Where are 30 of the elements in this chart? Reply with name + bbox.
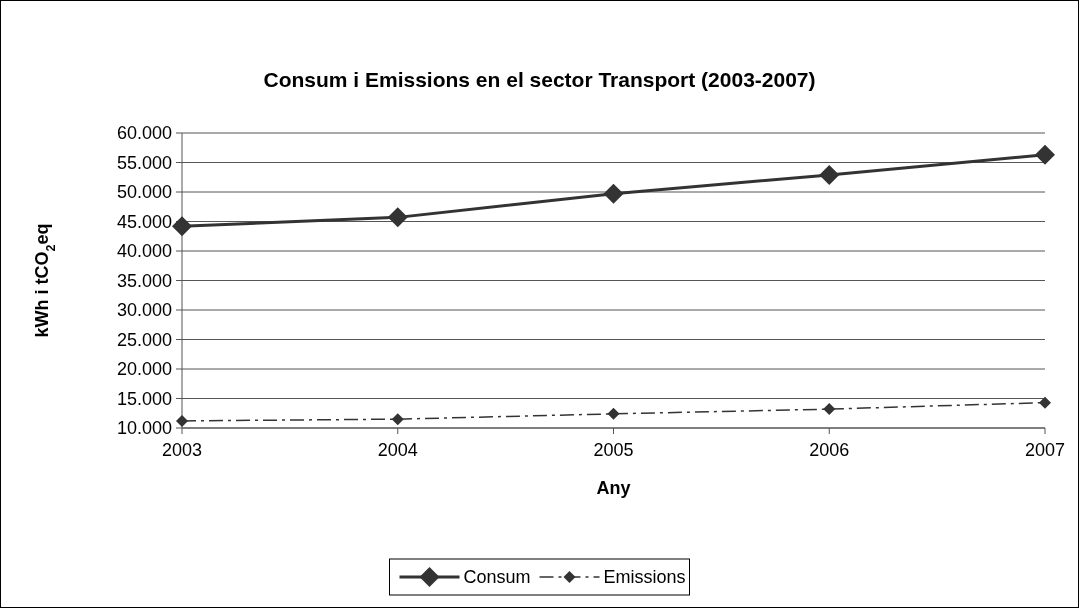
y-tick-label: 40.000 — [116, 241, 172, 262]
x-tick-label: 2007 — [1024, 440, 1066, 460]
point — [1035, 144, 1055, 165]
point — [172, 216, 192, 237]
point — [391, 413, 404, 426]
legend-label: Emissions — [603, 567, 686, 588]
point — [387, 207, 408, 228]
x-tick-label: 2006 — [809, 440, 850, 460]
point — [176, 414, 188, 427]
y-tick-label: 10.000 — [116, 418, 172, 439]
point — [823, 403, 836, 416]
x-tick-label: 2004 — [377, 440, 418, 460]
x-axis-title: Any — [596, 478, 631, 498]
point — [819, 164, 840, 185]
y-tick-label: 20.000 — [116, 359, 172, 380]
y-tick-label: 25.000 — [116, 329, 172, 350]
x-tick-label: 2003 — [161, 440, 203, 460]
y-tick-label: 15.000 — [116, 388, 172, 409]
y-tick-label: 45.000 — [116, 211, 172, 232]
point — [1039, 396, 1051, 409]
chart-title: Consum i Emissions en el sector Transport (2003-2007) — [263, 68, 816, 91]
x-tick-label: 2005 — [593, 440, 634, 460]
y-tick-label: 50.000 — [116, 182, 172, 203]
y-tick-label: 55.000 — [116, 152, 172, 173]
y-tick-label: 35.000 — [116, 270, 172, 291]
point — [607, 407, 620, 420]
y-tick-label: 60.000 — [116, 123, 172, 144]
legend-label: Consum — [463, 567, 531, 588]
y-tick-label: 30.000 — [116, 300, 172, 321]
point — [603, 183, 624, 204]
